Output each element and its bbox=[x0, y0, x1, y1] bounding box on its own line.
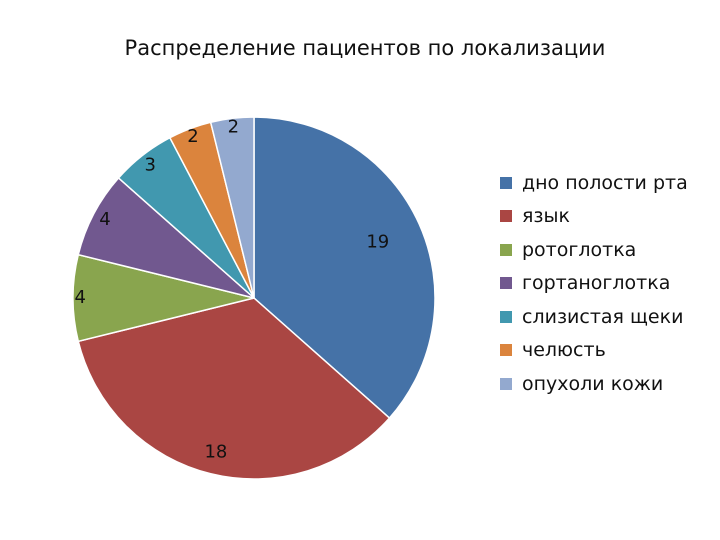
pie-slice-1 bbox=[253, 116, 436, 420]
legend-label-3: ротоглотка bbox=[522, 238, 637, 261]
pie-data-label-2: 18 bbox=[204, 442, 227, 463]
chart-title: Распределение пациентов по локализации bbox=[124, 36, 606, 60]
legend-swatch-6 bbox=[500, 344, 512, 357]
legend-item-1: дно полости рта bbox=[500, 166, 688, 200]
legend-swatch-2 bbox=[500, 210, 512, 223]
pie-slice-2 bbox=[77, 297, 391, 480]
pie-slice-7 bbox=[209, 116, 255, 299]
legend-swatch-4 bbox=[500, 277, 512, 290]
pie-slices bbox=[72, 116, 436, 480]
pie-data-label-4: 4 bbox=[99, 209, 110, 230]
legend-label-2: язык bbox=[522, 205, 571, 228]
pie-data-labels: 19 18 4 4 3 2 2 bbox=[74, 116, 389, 462]
legend-swatch-5 bbox=[500, 310, 512, 323]
legend-item-3: ротоглотка bbox=[500, 233, 688, 267]
legend-item-6: челюсть bbox=[500, 334, 688, 368]
pie-data-label-1: 19 bbox=[366, 231, 389, 252]
legend-label-5: слизистая щеки bbox=[522, 305, 684, 328]
legend-label-7: опухоли кожи bbox=[522, 372, 664, 395]
legend-item-7: опухоли кожи bbox=[500, 367, 688, 401]
pie-data-label-7: 2 bbox=[228, 116, 239, 137]
legend-label-4: гортаноглотка bbox=[522, 272, 671, 295]
legend-label-1: дно полости рта bbox=[522, 171, 688, 194]
pie-data-label-3: 4 bbox=[74, 287, 85, 308]
pie-data-label-6: 2 bbox=[187, 126, 198, 147]
pie-data-label-5: 3 bbox=[144, 155, 155, 176]
legend-swatch-7 bbox=[500, 377, 512, 390]
legend-label-6: челюсть bbox=[522, 339, 606, 362]
legend-swatch-3 bbox=[500, 243, 512, 256]
legend-swatch-1 bbox=[500, 176, 512, 189]
chart-legend: дно полости рта язык ротоглотка гортаноглот… bbox=[500, 166, 688, 401]
legend-item-2: язык bbox=[500, 200, 688, 234]
legend-item-4: гортаноглотка bbox=[500, 267, 688, 301]
legend-item-5: слизистая щеки bbox=[500, 300, 688, 334]
